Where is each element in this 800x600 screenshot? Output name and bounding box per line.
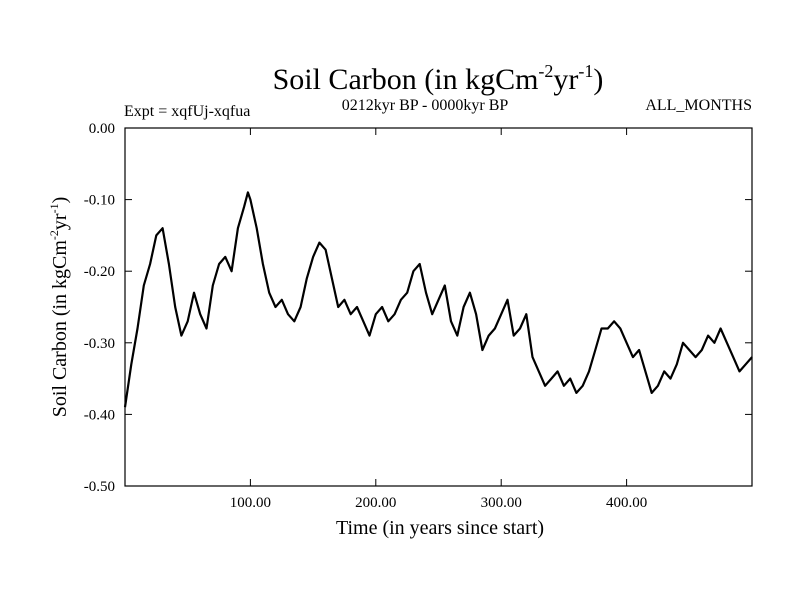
y-tick-label: -0.40 bbox=[84, 407, 115, 423]
y-tick-label: -0.10 bbox=[84, 193, 115, 209]
season-label: ALL_MONTHS bbox=[645, 97, 752, 114]
chart-title-base: Soil Carbon (in kgCm bbox=[273, 63, 539, 96]
expt-label: Expt = xqfUj-xqfua bbox=[124, 103, 250, 120]
chart-title-mid: yr bbox=[553, 63, 578, 96]
y-tick-label: -0.30 bbox=[84, 336, 115, 352]
plot-frame bbox=[124, 127, 753, 487]
x-tick-label: 100.00 bbox=[230, 495, 271, 511]
axis-ticks: 100.00 200.00 300.00 400.00 0.00 -0.10 -0.20 -0… bbox=[84, 121, 752, 511]
y-tick-label: 0.00 bbox=[89, 121, 115, 137]
y-tick-label: -0.50 bbox=[84, 479, 115, 495]
y-axis-label-base: Soil Carbon (in kgCm bbox=[49, 240, 71, 418]
chart-title-close: ) bbox=[593, 63, 603, 96]
y-axis-label-exp1: -2 bbox=[47, 230, 61, 240]
x-tick-label: 200.00 bbox=[355, 495, 396, 511]
y-axis-label: Soil Carbon (in kgCm-2yr-1) bbox=[47, 197, 71, 418]
x-axis-label: Time (in years since start) bbox=[336, 517, 544, 539]
y-axis-label-close: ) bbox=[49, 197, 71, 204]
period-label: 0212kyr BP - 0000kyr BP bbox=[342, 97, 509, 114]
chart-title-exp2: -1 bbox=[578, 61, 593, 81]
plot-area: 100.00 200.00 300.00 400.00 0.00 -0.10 -0.20 -0… bbox=[84, 121, 753, 511]
x-tick-label: 300.00 bbox=[481, 495, 522, 511]
x-tick-label: 400.00 bbox=[606, 495, 647, 511]
y-axis-label-mid: yr bbox=[49, 213, 71, 230]
y-tick-label: -0.20 bbox=[84, 264, 115, 280]
y-axis-label-exp2: -1 bbox=[47, 203, 61, 213]
chart-title: Soil Carbon (in kgCm-2yr-1) bbox=[273, 61, 604, 96]
chart-title-exp1: -2 bbox=[538, 61, 553, 81]
series-line-soil-carbon bbox=[123, 191, 753, 408]
